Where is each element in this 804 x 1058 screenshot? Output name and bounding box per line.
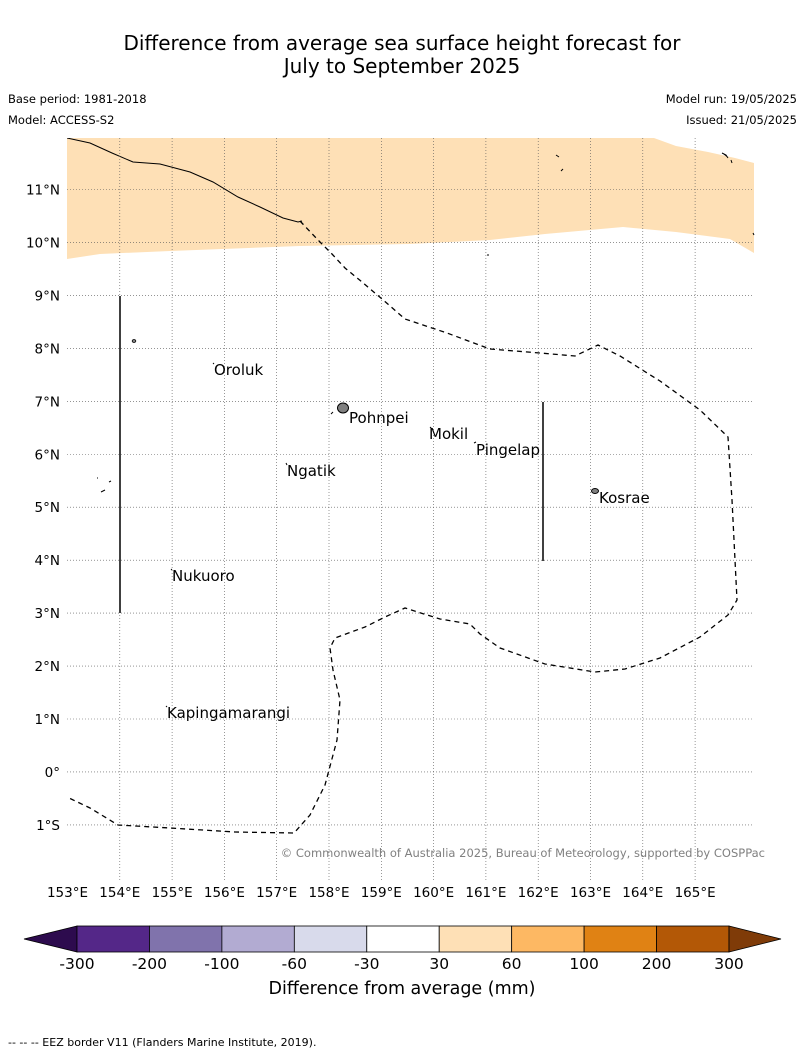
lon-label: 160°E xyxy=(413,885,454,901)
positive-anomaly-band xyxy=(67,138,754,259)
lat-label: 1°N xyxy=(35,712,60,728)
lon-label: 156°E xyxy=(204,885,245,901)
colorbar-segment xyxy=(293,925,368,953)
ngatik-atoll xyxy=(285,462,288,466)
colorbar-tick-label: -200 xyxy=(132,955,167,973)
lon-label: 162°E xyxy=(518,885,559,901)
colorbar-segment xyxy=(438,925,513,953)
issued-date: Issued: 21/05/2025 xyxy=(686,113,797,127)
lat-label: 8°N xyxy=(35,341,60,357)
base-period: Base period: 1981-2018 xyxy=(8,92,147,106)
lon-label: 159°E xyxy=(361,885,402,901)
colorbar-segment xyxy=(656,925,730,953)
colorbar-segment xyxy=(221,925,295,953)
place-label-oroluk: Oroluk xyxy=(214,361,263,379)
oroluk-atoll xyxy=(212,362,215,365)
lat-label: 9°N xyxy=(35,288,60,304)
lat-label: 2°N xyxy=(35,659,60,675)
colorbar-tick-label: 200 xyxy=(642,955,672,973)
lon-label: 165°E xyxy=(675,885,716,901)
islet xyxy=(131,339,137,343)
lat-label: 11°N xyxy=(26,183,60,199)
colorbar-segment xyxy=(511,925,585,953)
colorbar-tick-label: 60 xyxy=(502,955,522,973)
place-label-nukuoro: Nukuoro xyxy=(172,567,235,585)
pingelap-atoll xyxy=(473,441,477,444)
map-area xyxy=(67,138,754,259)
islands xyxy=(97,152,755,708)
place-label-ngatik: Ngatik xyxy=(287,462,336,480)
model-name: Model: ACCESS-S2 xyxy=(8,113,115,127)
lat-label: 0° xyxy=(45,765,60,781)
map-canvas: Oroluk Pohnpei Mokil Pingelap Ngatik Kos… xyxy=(23,138,782,973)
lon-label: 154°E xyxy=(99,885,140,901)
lat-label: 7°N xyxy=(35,394,60,410)
colorbar-tick-label: -60 xyxy=(282,955,307,973)
place-label-pohnpei: Pohnpei xyxy=(349,409,409,427)
colorbar-tick-label: 100 xyxy=(569,955,599,973)
colorbar-tick-label: -300 xyxy=(59,955,94,973)
islet xyxy=(97,477,112,493)
colorbar-segment xyxy=(583,925,657,953)
colorbar-tick-label: -30 xyxy=(354,955,379,973)
kosrae-island xyxy=(591,488,599,494)
nukuoro-atoll xyxy=(170,568,173,571)
map-title: Difference from average sea surface heig… xyxy=(0,32,804,78)
longitude-labels: 153°E 154°E 155°E 156°E 157°E 158°E 159°E 160°E… xyxy=(47,885,716,901)
lon-label: 161°E xyxy=(465,885,506,901)
islet xyxy=(752,232,755,236)
lon-label: 164°E xyxy=(622,885,663,901)
colorbar-extend-low xyxy=(23,925,78,953)
latitude-labels: 11°N 10°N 9°N 8°N 7°N 6°N 5°N 4°N 3°N 2°N 1°N 0° 1°S xyxy=(26,183,60,834)
lon-label: 157°E xyxy=(256,885,297,901)
eez-border xyxy=(66,220,738,834)
colorbar-extend-high xyxy=(728,925,782,953)
lat-label: 5°N xyxy=(35,500,60,516)
place-label-mokil: Mokil xyxy=(429,425,468,443)
colorbar-tick-label: 30 xyxy=(429,955,449,973)
coastline-edge xyxy=(67,138,303,223)
graticule xyxy=(67,138,754,880)
colorbar-tick-label: -100 xyxy=(204,955,239,973)
lat-label: 1°S xyxy=(36,818,60,834)
colorbar: -300 -200 -100 -60 -30 30 60 100 200 300 xyxy=(23,925,782,973)
colorbar-segment xyxy=(366,925,440,953)
colorbar-segment xyxy=(76,925,150,953)
model-run: Model run: 19/05/2025 xyxy=(665,92,797,106)
lat-label: 3°N xyxy=(35,606,60,622)
lat-label: 10°N xyxy=(26,235,60,251)
footnote: -- -- -- EEZ border V11 (Flanders Marine… xyxy=(8,1036,317,1049)
islet xyxy=(721,152,733,164)
lon-label: 158°E xyxy=(308,885,349,901)
lon-label: 163°E xyxy=(570,885,611,901)
colorbar-segment xyxy=(149,925,223,953)
place-label-pingelap: Pingelap xyxy=(476,441,540,459)
mokil-atoll xyxy=(429,426,433,430)
title-line-2: July to September 2025 xyxy=(283,54,521,78)
kapingamarangi-atoll xyxy=(165,705,168,708)
islet xyxy=(555,154,564,172)
place-label-kapingamarangi: Kapingamarangi xyxy=(167,704,290,722)
colorbar-title: Difference from average (mm) xyxy=(268,979,536,999)
copyright-notice: © Commonwealth of Australia 2025, Bureau… xyxy=(281,846,765,860)
colorbar-tick-label: 300 xyxy=(714,955,744,973)
title-line-1: Difference from average sea surface heig… xyxy=(123,31,681,55)
lat-label: 4°N xyxy=(35,553,60,569)
lon-label: 153°E xyxy=(47,885,88,901)
lat-label: 6°N xyxy=(35,447,60,463)
place-label-kosrae: Kosrae xyxy=(599,489,650,507)
pohnpei-island xyxy=(337,402,349,414)
lon-label: 155°E xyxy=(152,885,193,901)
islet xyxy=(330,411,334,415)
